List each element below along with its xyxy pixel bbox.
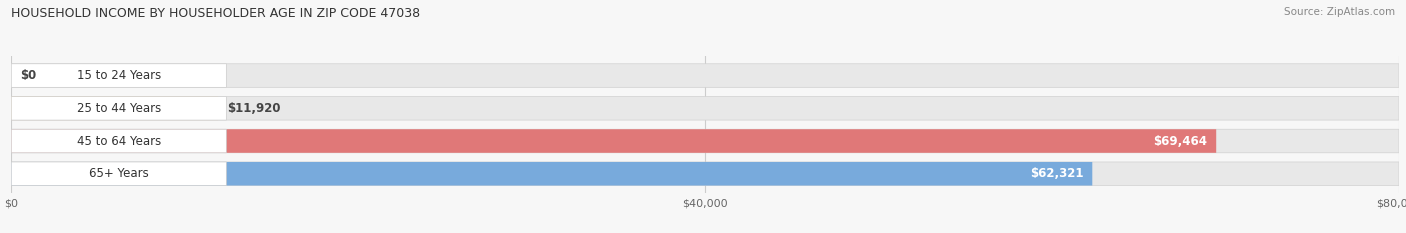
FancyBboxPatch shape: [11, 162, 1399, 185]
Text: 15 to 24 Years: 15 to 24 Years: [77, 69, 160, 82]
Text: 25 to 44 Years: 25 to 44 Years: [77, 102, 160, 115]
FancyBboxPatch shape: [11, 64, 1399, 87]
Text: 45 to 64 Years: 45 to 64 Years: [77, 134, 160, 147]
Text: HOUSEHOLD INCOME BY HOUSEHOLDER AGE IN ZIP CODE 47038: HOUSEHOLD INCOME BY HOUSEHOLDER AGE IN Z…: [11, 7, 420, 20]
FancyBboxPatch shape: [11, 129, 226, 153]
Text: $11,920: $11,920: [226, 102, 280, 115]
Text: $0: $0: [20, 69, 37, 82]
FancyBboxPatch shape: [11, 96, 218, 120]
FancyBboxPatch shape: [11, 129, 1216, 153]
FancyBboxPatch shape: [11, 129, 1399, 153]
FancyBboxPatch shape: [11, 96, 1399, 120]
FancyBboxPatch shape: [11, 64, 226, 87]
Text: Source: ZipAtlas.com: Source: ZipAtlas.com: [1284, 7, 1395, 17]
FancyBboxPatch shape: [11, 96, 226, 120]
Text: $69,464: $69,464: [1153, 134, 1208, 147]
FancyBboxPatch shape: [11, 162, 1092, 185]
FancyBboxPatch shape: [11, 162, 226, 185]
Text: $62,321: $62,321: [1031, 167, 1084, 180]
Text: 65+ Years: 65+ Years: [89, 167, 149, 180]
